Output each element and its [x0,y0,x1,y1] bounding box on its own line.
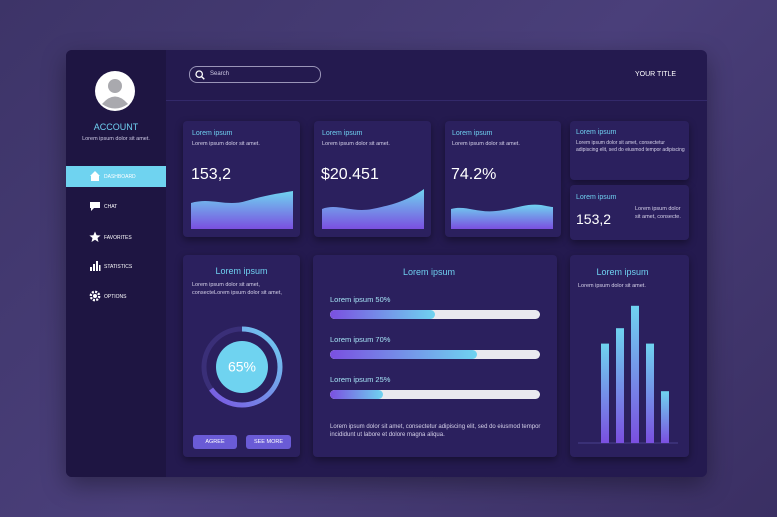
card-title: Lorem ipsum [402,267,456,277]
bar [631,305,639,443]
donut-arc [201,326,283,408]
stat-card: Lorem ipsum Lorem ipsum dolor sit amet. … [314,121,431,237]
icon [89,290,101,302]
progress-fill [330,390,383,399]
donut-chart: 65% [201,326,283,408]
card-title: Lorem ipsum [596,267,649,277]
card-value: 74.2% [451,166,497,183]
card-text: Lorem ipsum dolor sit amet, consecte. [635,206,681,220]
progress-label: Lorem ipsum 70% [330,335,391,344]
card-text: Lorem ipsum dolor sit amet, consectetur … [330,424,541,438]
search-icon [195,70,205,80]
bar [616,328,624,443]
card-title: Lorem ipsum [215,266,268,276]
avatar [95,71,135,111]
icon [90,202,100,211]
card-value: 153,2 [576,211,612,227]
icon [90,171,100,181]
progress-label: Lorem ipsum 25% [330,375,391,384]
card-text: Lorem ipsum dolor sit amet. [192,141,260,147]
card-text: Lorem ipsum dolor sit amet. [452,141,520,147]
nav-label: OPTIONS [104,294,127,300]
wave [322,189,424,229]
wave [191,191,293,229]
card-text: Lorem ipsum dolor sit amet. [322,141,390,147]
account-name: ACCOUNT [93,122,139,132]
card-title: Lorem ipsum [322,130,363,137]
bar [661,391,669,443]
progress-track [330,390,540,399]
nav-item[interactable]: DASHBOARD [66,166,166,187]
nav-item[interactable]: FAVORITES [66,227,166,248]
sidebar: ACCOUNT Lorem ipsum dolor sit amet. DASH… [66,50,166,477]
button[interactable]: AGREE [193,435,237,449]
wave [451,204,553,229]
header-divider [166,100,707,101]
small-card: Lorem ipsum 153,2 Lorem ipsum dolor sit … [570,185,689,240]
card-text: Lorem ipsum dolor sit amet. [578,283,646,289]
icon [89,231,101,242]
progress-label: Lorem ipsum 50% [330,295,391,304]
donut-label: 65% [228,359,256,375]
bar [646,343,654,443]
card-value: 153,2 [191,166,232,183]
donut-center [216,341,268,393]
nav-item[interactable]: CHAT [66,196,166,217]
button[interactable]: SEE MORE [246,435,291,449]
page-title: YOUR TITLE [635,71,677,78]
progress-fill [330,350,477,359]
nav-label: CHAT [104,204,118,210]
card-title: Lorem ipsum [452,130,493,137]
progress-fill [330,310,435,319]
nav-label: STATISTICS [104,264,133,270]
nav-label: DASHBOARD [104,174,136,180]
card-title: Lorem ipsum [576,194,617,201]
bar-card: Lorem ipsum Lorem ipsum dolor sit amet. [570,255,689,457]
info-card: Lorem ipsum Lorem ipsum dolor sit amet, … [570,121,689,180]
card-title: Lorem ipsum [576,129,617,136]
icon [90,261,101,271]
progress-track [330,310,540,319]
stat-card: Lorem ipsum Lorem ipsum dolor sit amet. … [183,121,300,237]
bar [601,343,609,443]
account-subtitle: Lorem ipsum dolor sit amet. [82,136,150,142]
nav-item[interactable]: OPTIONS [66,286,166,307]
card-title: Lorem ipsum [192,130,233,137]
nav-item[interactable]: STATISTICS [66,256,166,277]
card-text: Lorem ipsum dolor sit amet, consectetur … [576,140,685,153]
stat-card: Lorem ipsum Lorem ipsum dolor sit amet. … [445,121,561,237]
nav-label: FAVORITES [104,235,132,241]
progress-track [330,350,540,359]
bar-chart [578,305,678,444]
search-box[interactable]: Search [189,66,321,83]
search-placeholder: Search [210,71,230,77]
card-value: $20.451 [321,166,379,183]
card-text: Lorem ipsum dolor sit amet, consecteLore… [192,282,282,296]
